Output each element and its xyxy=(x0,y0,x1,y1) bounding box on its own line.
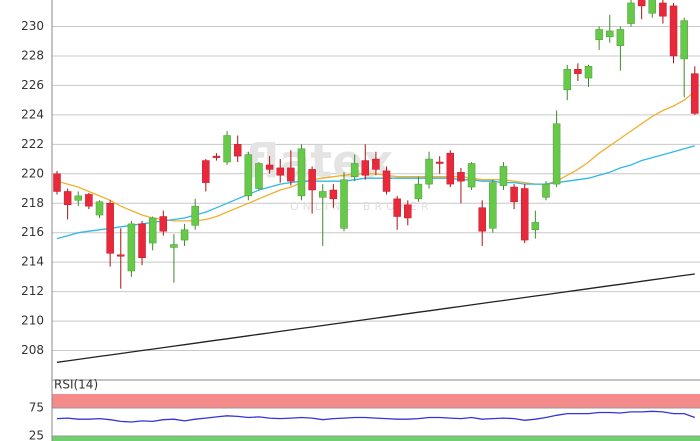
candle-body xyxy=(127,223,136,272)
y-tick-label: 216 xyxy=(21,225,44,239)
candle-body xyxy=(542,183,550,198)
candle-body xyxy=(212,155,221,158)
y-tick-label: 224 xyxy=(21,107,44,121)
candle-body xyxy=(361,160,370,176)
y-tick-label: 75 xyxy=(29,400,44,414)
line-series xyxy=(56,273,695,363)
candle-body xyxy=(319,191,327,198)
candle-body xyxy=(531,222,540,231)
candle-body xyxy=(467,163,476,188)
watermark: flatex xyxy=(245,135,393,189)
candle-body xyxy=(659,2,667,17)
candle-body xyxy=(117,254,125,257)
candle-body xyxy=(563,68,571,91)
y-tick-label: 218 xyxy=(21,196,44,210)
candle-body xyxy=(170,244,178,248)
y-tick-label: 222 xyxy=(21,137,44,151)
candle-body xyxy=(350,163,359,177)
candle-body xyxy=(446,152,455,185)
candle-body xyxy=(382,170,391,192)
y-tick-label: 230 xyxy=(21,19,44,33)
candle-body xyxy=(223,135,231,163)
candle-body xyxy=(106,203,114,254)
candle-body xyxy=(489,182,497,229)
y-tick-label: 214 xyxy=(21,255,44,269)
candle-body xyxy=(574,68,582,74)
rsi-band xyxy=(52,394,700,408)
candle-body xyxy=(74,195,83,201)
candle-body xyxy=(297,148,306,197)
candle-body xyxy=(414,183,423,200)
candle-body xyxy=(233,144,242,157)
price-panel: flatex ONLINE BROKER xyxy=(52,0,700,363)
candle-body xyxy=(191,205,199,226)
candle-body xyxy=(287,167,295,182)
candle-body xyxy=(202,160,210,183)
candle-body xyxy=(265,164,274,170)
y-tick-label: 208 xyxy=(21,343,44,357)
candle-body xyxy=(159,216,168,232)
candle-body xyxy=(308,169,316,191)
candle-body xyxy=(627,2,635,24)
y-tick-label: 226 xyxy=(21,78,44,92)
candle-body xyxy=(340,179,348,229)
candle-body xyxy=(520,188,529,241)
candle-body xyxy=(648,0,657,14)
candle-body xyxy=(595,29,603,41)
candle-body xyxy=(180,229,189,241)
candle-body xyxy=(499,166,508,186)
y-tick-label: 228 xyxy=(21,48,44,62)
candle-body xyxy=(404,204,412,219)
candle-body xyxy=(691,73,699,114)
axes: RSI(14) 208 210 212 214 216 218 220 222 224 226 22… xyxy=(21,0,700,441)
candle-body xyxy=(510,186,518,203)
candle-body xyxy=(393,198,401,217)
candle-body xyxy=(435,161,444,164)
candle-body xyxy=(584,66,593,79)
y-tick-label: 25 xyxy=(29,428,44,441)
candle-body xyxy=(606,30,614,38)
rsi-band xyxy=(52,435,700,441)
y-tick-label: 212 xyxy=(21,284,44,298)
y-tick-label: 220 xyxy=(21,166,44,180)
candle-body xyxy=(85,194,93,207)
line-series xyxy=(56,410,696,423)
candle-body xyxy=(478,207,486,232)
rsi-panel xyxy=(52,394,700,441)
candle-body xyxy=(329,189,338,200)
candle-body xyxy=(276,167,284,176)
candle-body xyxy=(148,217,157,244)
candle-body xyxy=(680,20,688,60)
y-tick-label: 210 xyxy=(21,314,44,328)
candle-body xyxy=(552,123,561,185)
candle-body xyxy=(244,154,253,197)
candle-body xyxy=(616,29,625,46)
candle-body xyxy=(372,158,380,170)
candle-body xyxy=(669,5,678,57)
candle-body xyxy=(53,173,61,192)
candle-body xyxy=(425,158,433,185)
candle-body xyxy=(95,201,104,216)
candle-body xyxy=(637,0,646,7)
candle-body xyxy=(63,191,72,205)
candle-body xyxy=(457,172,465,182)
rsi-title: RSI(14) xyxy=(54,378,98,392)
candle-body xyxy=(138,223,146,259)
candle-body xyxy=(255,163,263,189)
